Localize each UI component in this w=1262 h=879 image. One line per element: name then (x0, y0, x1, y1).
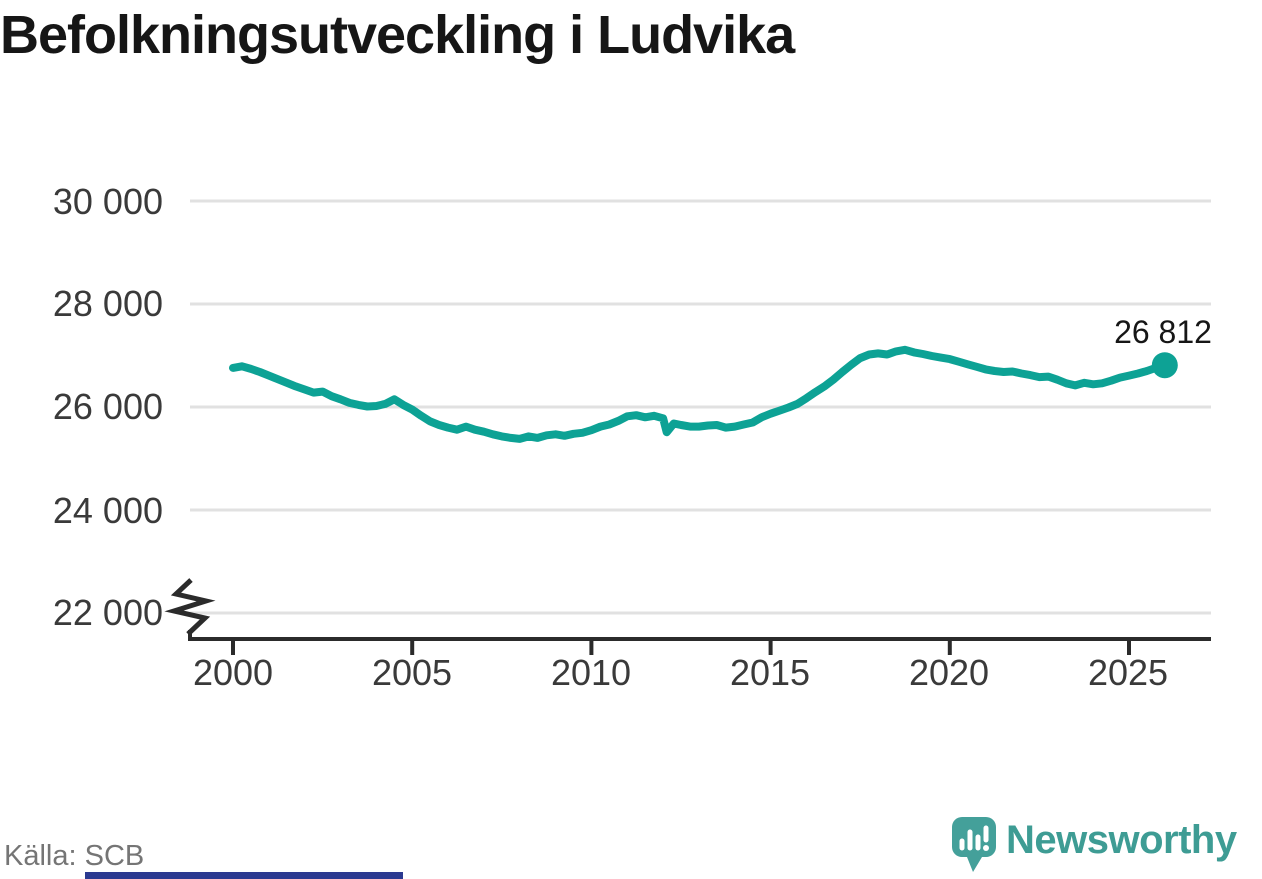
population-line (229, 345, 1169, 443)
source-label: Källa: SCB (4, 840, 145, 872)
y-tick-label-22000: 22 000 (52, 592, 163, 633)
newsworthy-logo-icon (952, 817, 996, 872)
x-tick-label-2000: 2000 (192, 652, 274, 693)
end-value-label: 26 812 (1114, 314, 1212, 350)
end-point-dot (1151, 352, 1178, 379)
x-tick-label-2010: 2010 (550, 652, 632, 693)
logo-exclamation-dot (983, 845, 989, 851)
y-tick-label-24000: 24 000 (52, 490, 163, 531)
x-tick-label-2020: 2020 (908, 652, 990, 693)
x-tick-label-2015: 2015 (729, 652, 811, 693)
newsworthy-wordmark: Newsworthy (1006, 818, 1237, 862)
y-tick-label-26000: 26 000 (52, 386, 163, 427)
y-tick-label-28000: 28 000 (52, 283, 163, 324)
chart-title: Befolkningsutveckling i Ludvika (0, 5, 795, 65)
logo-bubble (952, 817, 996, 872)
axis-break-icon (164, 578, 216, 636)
x-tick-label-2005: 2005 (371, 652, 453, 693)
footer-accent-bar (85, 872, 403, 879)
y-tick-label-30000: 30 000 (52, 181, 163, 222)
x-tick-label-2025: 2025 (1087, 652, 1169, 693)
